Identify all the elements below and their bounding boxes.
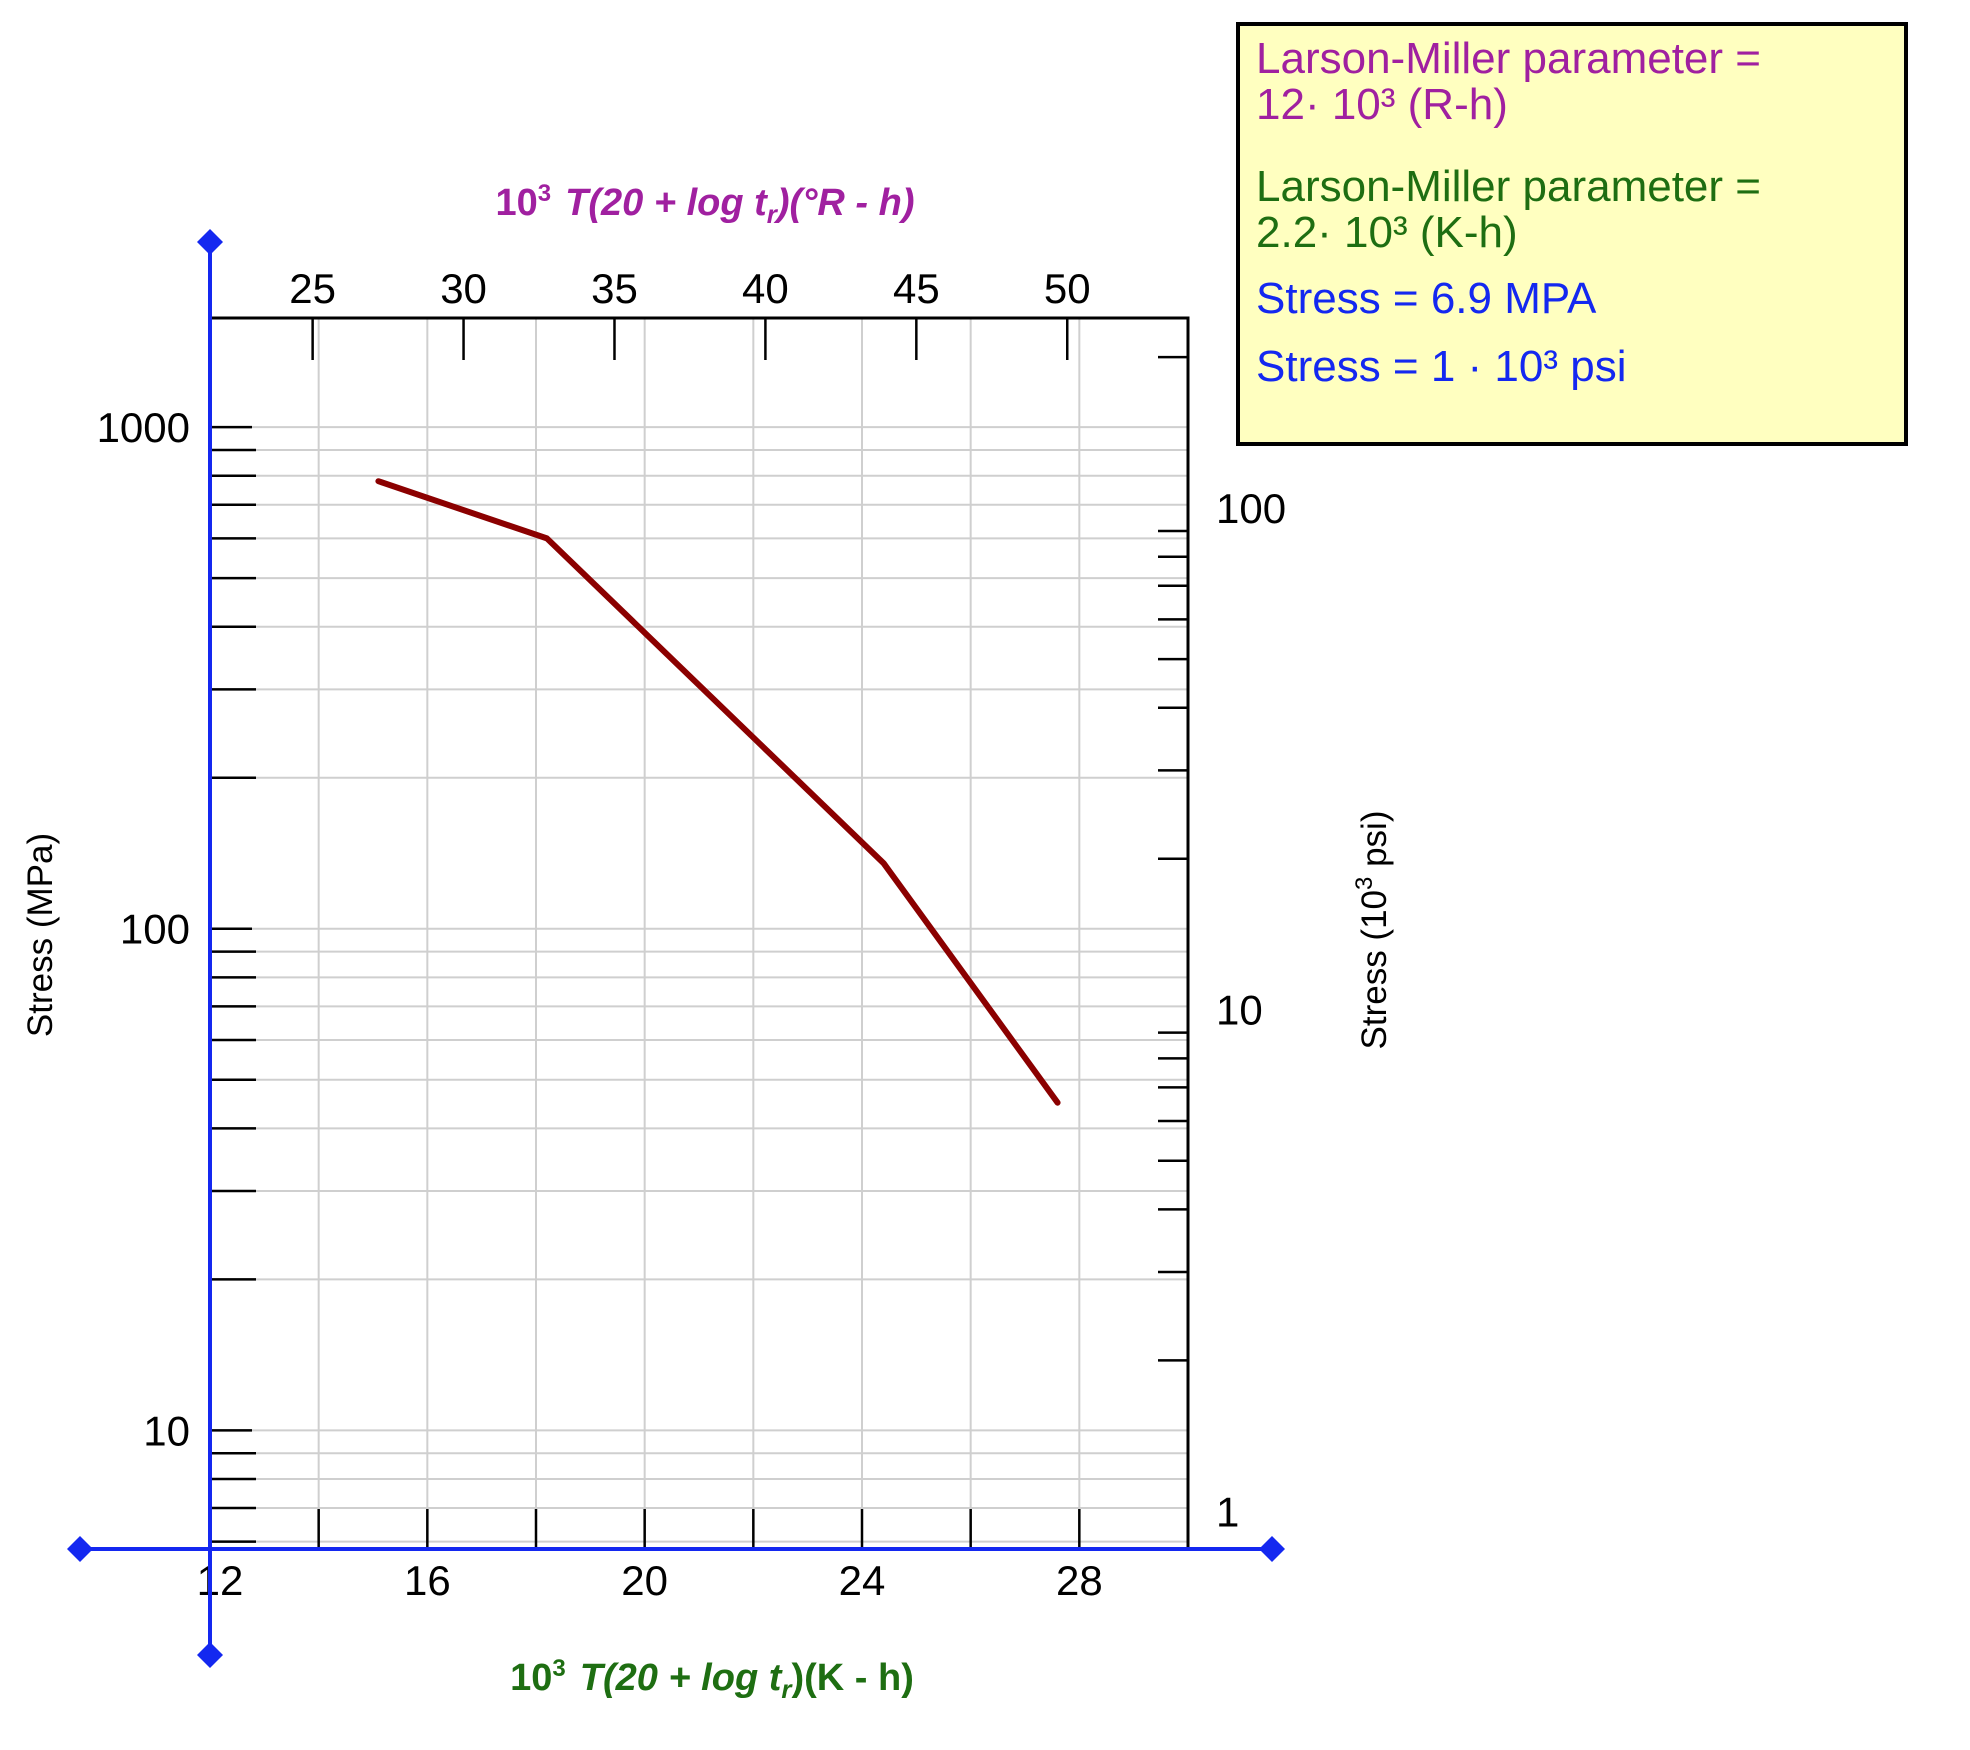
top-tick-label: 45	[893, 265, 940, 312]
axis-end-diamond	[67, 1536, 93, 1562]
stress-psi-line: Stress = 1 · 10³ psi	[1256, 342, 1627, 391]
top-tick-label: 35	[591, 265, 638, 312]
bottom-tick-label: 20	[621, 1557, 668, 1604]
lmp-rankine-line1: Larson-Miller parameter =	[1256, 34, 1761, 83]
x-bottom-axis-title: 103 T(20 + log tr)(K - h)	[510, 1655, 914, 1704]
y-right-axis-title: Stress (103 psi)	[1351, 811, 1394, 1050]
left-tick-label: 10	[143, 1407, 190, 1454]
tick-marks	[210, 318, 1188, 1549]
top-tick-label: 50	[1044, 265, 1091, 312]
right-tick-label: 10	[1216, 987, 1263, 1034]
bottom-tick-label: 12	[197, 1557, 244, 1604]
axis-end-diamond	[1259, 1536, 1285, 1562]
left-tick-label: 100	[120, 906, 190, 953]
grid	[209, 318, 1189, 1549]
left-tick-label: 1000	[97, 404, 190, 451]
parameter-info-box: Larson-Miller parameter = 12· 10³ (R-h) …	[1236, 22, 1908, 446]
right-tick-label: 1	[1216, 1488, 1239, 1535]
bottom-tick-label: 28	[1056, 1557, 1103, 1604]
top-tick-label: 40	[742, 265, 789, 312]
lmp-kelvin-line1: Larson-Miller parameter =	[1256, 162, 1761, 211]
axis-end-diamond	[197, 229, 223, 255]
plot-frame	[208, 316, 1190, 1551]
lmp-rankine-line2: 12· 10³ (R-h)	[1256, 80, 1508, 129]
stress-curve-line	[375, 478, 1061, 1106]
top-tick-label: 30	[440, 265, 487, 312]
y-left-axis-title: Stress (MPa)	[21, 833, 60, 1037]
blue-axes	[67, 229, 1285, 1668]
x-top-axis-title: 103 T(20 + log tr)(°R - h)	[496, 180, 915, 229]
series	[375, 478, 1061, 1106]
bottom-tick-label: 16	[404, 1557, 451, 1604]
right-tick-label: 100	[1216, 485, 1286, 532]
lmp-kelvin-line2: 2.2· 10³ (K-h)	[1256, 208, 1518, 257]
bottom-tick-label: 24	[839, 1557, 886, 1604]
axis-end-diamond	[197, 1642, 223, 1668]
top-tick-label: 25	[289, 265, 336, 312]
tick-labels: 12 16 20 24 28 25 30 35 40 45 50 10 100 1000 1 10 100	[97, 265, 1287, 1604]
stress-mpa-line: Stress = 6.9 MPA	[1256, 274, 1597, 323]
